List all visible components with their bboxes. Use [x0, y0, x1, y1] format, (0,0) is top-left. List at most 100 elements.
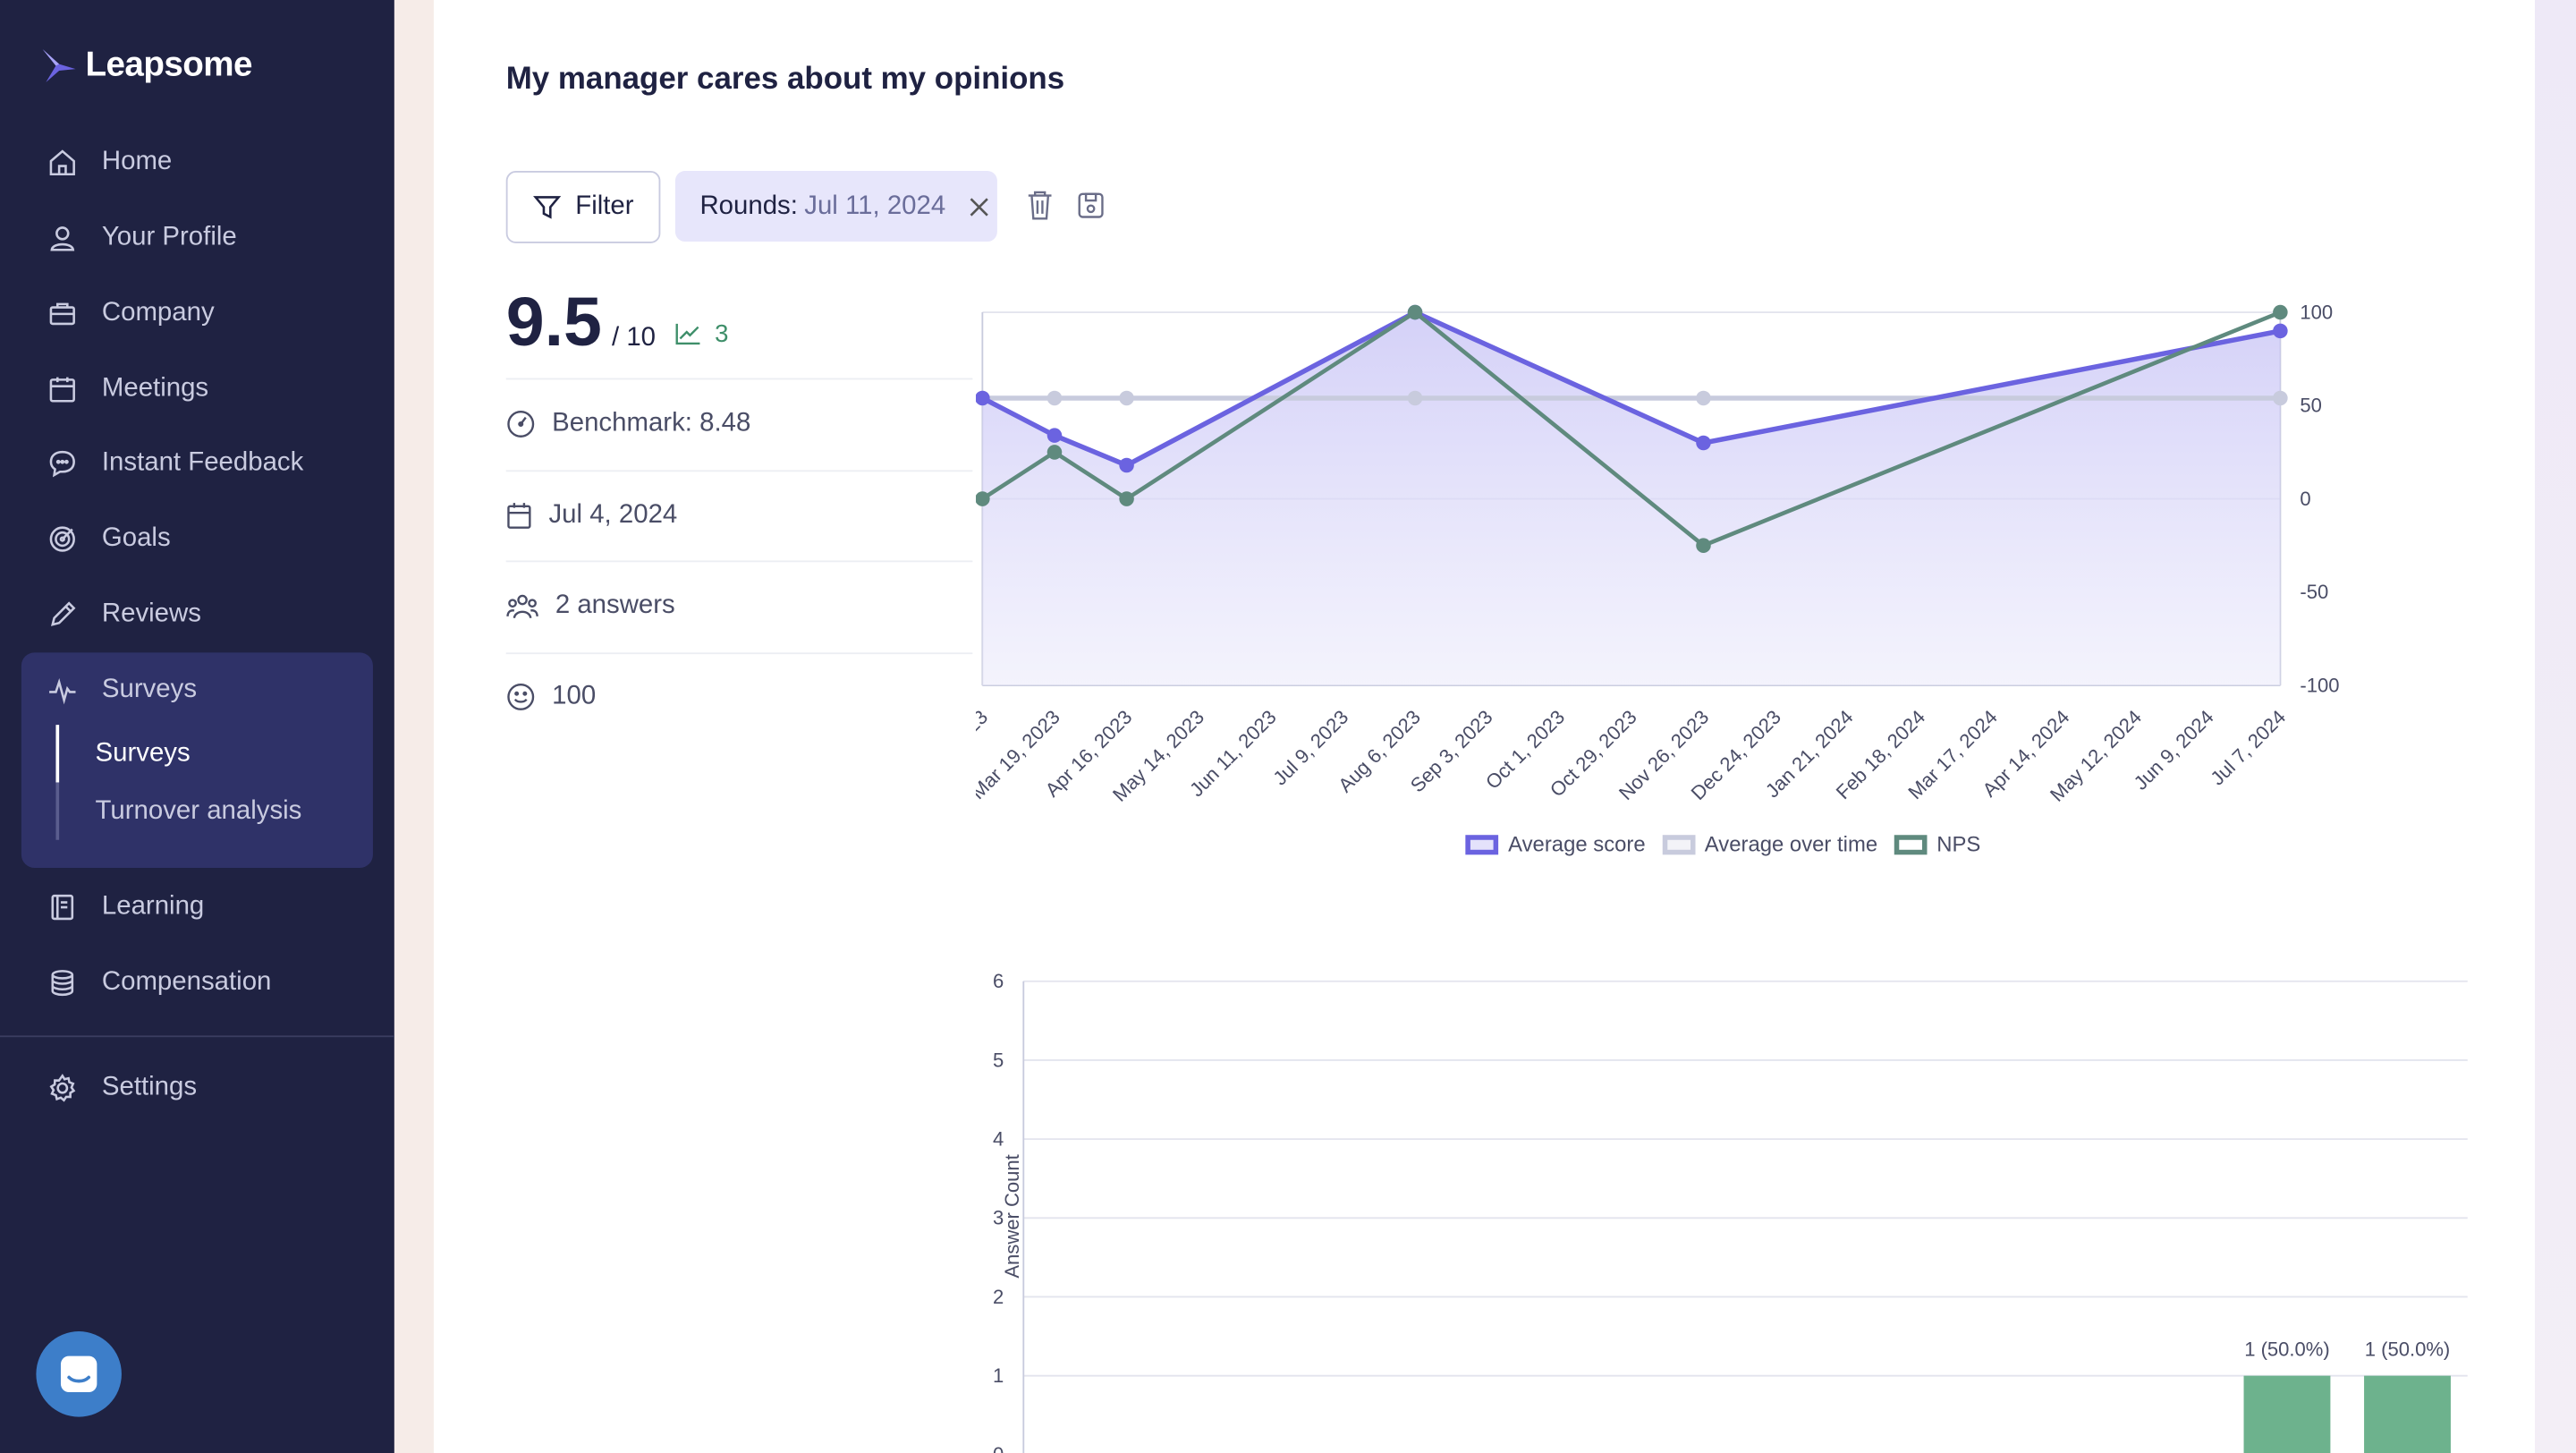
gauge-icon — [507, 411, 535, 438]
nps-point — [1696, 538, 1711, 553]
average-score-point — [976, 390, 990, 406]
score-summary: 9.5 / 10 3 — [506, 283, 729, 361]
sidebar-item-reviews[interactable]: Reviews — [46, 595, 201, 634]
stat-divider — [505, 378, 973, 380]
trend-value: 3 — [715, 319, 729, 348]
x-tick-label: Jul 7, 2024 — [2206, 706, 2290, 790]
y-tick: 6 — [993, 970, 1004, 992]
sidebar-item-company[interactable]: Company — [46, 294, 215, 334]
smiley-icon — [507, 683, 535, 710]
sidebar-item-learning[interactable]: Learning — [46, 888, 204, 927]
average-over-time-point — [1696, 390, 1711, 406]
briefcase-icon — [49, 302, 75, 326]
subnav-active-indicator — [55, 725, 60, 783]
sidebar-item-settings[interactable]: Settings — [46, 1068, 197, 1108]
round-date: Jul 4, 2024 — [548, 501, 678, 530]
subnav-item-turnover-analysis[interactable]: Turnover analysis — [95, 796, 302, 826]
support-chat-button[interactable] — [36, 1331, 122, 1417]
date-row: Jul 4, 2024 — [506, 501, 973, 531]
average-score: 9.5 — [505, 282, 602, 361]
sidebar-item-your-profile[interactable]: Your Profile — [46, 218, 237, 258]
subnav-track — [55, 725, 60, 840]
average-score-point — [2273, 323, 2288, 339]
user-icon — [50, 226, 75, 251]
y-tick-right: 50 — [2300, 395, 2322, 417]
gear-icon — [49, 1074, 76, 1102]
book-icon — [51, 894, 74, 921]
filter-button-label: Filter — [575, 191, 634, 221]
nps-point — [976, 491, 990, 506]
sidebar-item-label: Meetings — [101, 374, 209, 404]
calendar-icon — [507, 503, 531, 529]
pencil-icon — [51, 601, 76, 626]
sidebar: Leapsome Home Your Profile Company Meeti… — [0, 0, 394, 1453]
subnav-item-surveys[interactable]: Surveys — [95, 739, 191, 768]
y-tick-right: 100 — [2300, 301, 2333, 323]
people-icon — [506, 594, 538, 619]
sidebar-item-label: Company — [101, 299, 215, 327]
y-tick: 3 — [993, 1207, 1004, 1229]
average-score-point — [1119, 457, 1134, 473]
score-denominator: / 10 — [611, 323, 657, 353]
leapsome-logo[interactable]: Leapsome — [39, 46, 252, 85]
calendar-icon — [49, 377, 75, 403]
sidebar-item-label: Reviews — [101, 599, 201, 628]
chat-bubble-icon — [49, 450, 75, 478]
y-tick: 1 — [993, 1364, 1004, 1387]
stat-divider — [505, 560, 973, 563]
answer-bar — [2364, 1375, 2451, 1453]
filter-button[interactable]: Filter — [505, 171, 661, 243]
sidebar-item-instant-feedback[interactable]: Instant Feedback — [46, 444, 303, 483]
nps-line — [981, 310, 2282, 548]
pulse-icon — [49, 677, 76, 705]
nps-point — [2273, 304, 2288, 320]
target-icon — [49, 526, 75, 552]
legend-item-average-score[interactable]: Average score — [1465, 832, 1646, 856]
sidebar-item-home[interactable]: Home — [46, 143, 172, 183]
sidebar-item-label: Surveys — [101, 676, 198, 704]
trash-icon[interactable] — [1025, 189, 1055, 222]
answer-distribution-chart: 6 5 4 3 2 1 0 Answer Count 1 (50.0%) 1 (50.0%) — [993, 970, 2468, 1453]
sidebar-item-surveys[interactable]: Surveys — [46, 671, 197, 710]
sidebar-item-label: Learning — [101, 892, 205, 921]
average-over-time-point — [1407, 390, 1423, 406]
average-score-area — [982, 312, 2281, 686]
average-over-time-point — [1119, 390, 1134, 406]
chip-key: Rounds: — [699, 191, 798, 220]
close-icon[interactable] — [969, 197, 988, 217]
y-tick: 2 — [993, 1286, 1004, 1308]
nps-point — [1407, 304, 1423, 320]
funnel-icon — [533, 196, 562, 219]
legend-item-nps[interactable]: NPS — [1894, 832, 1980, 856]
sidebar-item-label: Goals — [101, 524, 171, 553]
y-tick: 5 — [993, 1049, 1004, 1071]
nps-point — [1046, 445, 1063, 460]
sidebar-divider — [0, 1035, 394, 1038]
brand-name: Leapsome — [85, 46, 253, 84]
average-over-time-point — [2273, 390, 2288, 406]
y-tick-right: 0 — [2300, 488, 2310, 510]
benchmark-row: Benchmark: 8.48 — [506, 409, 973, 438]
answers-row: 2 answers — [506, 591, 973, 621]
benchmark-text: Benchmark: 8.48 — [552, 409, 751, 438]
average-score-line — [981, 310, 2281, 468]
sidebar-item-label: Instant Feedback — [101, 448, 304, 477]
stat-divider — [505, 470, 973, 472]
bar-data-label: 1 (50.0%) — [2365, 1338, 2451, 1361]
chart-legend: Average score Average over time NPS — [1465, 832, 1980, 856]
y-tick: 4 — [993, 1127, 1004, 1150]
sidebar-item-label: Settings — [101, 1073, 198, 1101]
sidebar-item-meetings[interactable]: Meetings — [46, 370, 208, 409]
rounds-filter-chip[interactable]: Rounds: Jul 11, 2024 — [674, 171, 997, 242]
chip-value: Jul 11, 2024 — [804, 191, 946, 220]
legend-item-average-over-time[interactable]: Average over time — [1662, 832, 1877, 856]
right-page-edge — [2535, 0, 2576, 1453]
nps-row: 100 — [506, 682, 973, 711]
average-over-time-point — [1046, 390, 1063, 406]
surveys-nav-group — [21, 652, 373, 868]
sidebar-item-goals[interactable]: Goals — [46, 520, 171, 559]
sidebar-item-compensation[interactable]: Compensation — [46, 964, 271, 1003]
save-icon[interactable] — [1076, 189, 1106, 222]
leapsome-bird-icon — [42, 49, 76, 82]
